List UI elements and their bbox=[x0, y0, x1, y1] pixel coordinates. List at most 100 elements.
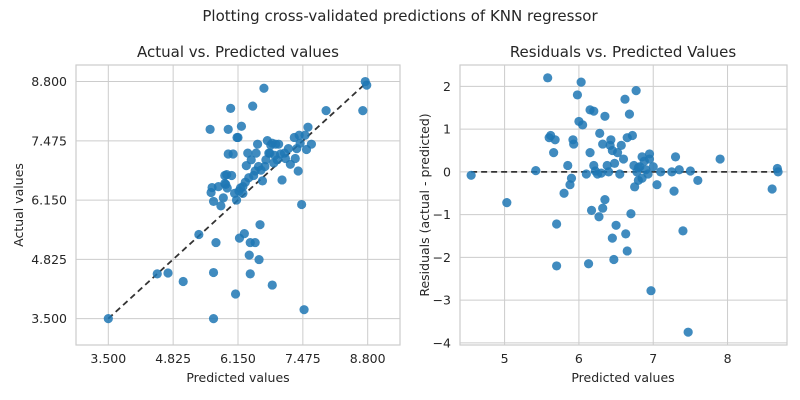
left-data-point bbox=[257, 176, 268, 186]
left-data-point bbox=[208, 267, 219, 278]
left-data-point bbox=[297, 199, 307, 210]
left-y-tick-label: 7.475 bbox=[31, 133, 67, 148]
right-data-point bbox=[600, 195, 610, 205]
left-data-point bbox=[236, 121, 247, 131]
right-data-point bbox=[652, 180, 662, 190]
right-data-point bbox=[621, 229, 631, 239]
right-data-point bbox=[598, 203, 608, 213]
right-chart-title: Residuals vs. Predicted Values bbox=[510, 43, 737, 61]
right-data-point bbox=[678, 226, 688, 236]
right-data-point bbox=[594, 212, 604, 222]
right-data-point bbox=[620, 94, 630, 104]
right-data-point bbox=[685, 166, 695, 176]
figure-suptitle: Plotting cross-validated predictions of … bbox=[202, 7, 598, 25]
right-y-tick-label: 0 bbox=[443, 164, 451, 179]
right-data-point bbox=[612, 148, 623, 158]
right-x-tick-label: 6 bbox=[575, 351, 583, 366]
left-x-tick-label: 6.150 bbox=[220, 351, 256, 366]
right-x-tick-label: 5 bbox=[501, 351, 509, 366]
left-data-point bbox=[303, 122, 313, 132]
left-data-point bbox=[223, 124, 233, 135]
left-data-point bbox=[290, 153, 300, 164]
right-data-point bbox=[609, 158, 620, 168]
left-y-tick-label: 4.825 bbox=[31, 252, 67, 267]
left-x-tick-label: 7.475 bbox=[285, 351, 321, 366]
right-data-point bbox=[622, 246, 632, 256]
left-data-point bbox=[306, 139, 317, 149]
right-data-point bbox=[611, 220, 621, 230]
right-y-tick-label: −2 bbox=[433, 250, 451, 265]
left-data-point bbox=[254, 254, 264, 265]
left-data-point bbox=[283, 144, 294, 154]
left-data-point bbox=[228, 149, 238, 159]
left-data-point bbox=[208, 196, 219, 207]
left-data-point bbox=[260, 161, 270, 172]
right-data-point bbox=[609, 254, 619, 265]
left-data-point bbox=[231, 195, 242, 205]
right-y-axis-label: Residuals (actual - predicted) bbox=[417, 113, 432, 296]
left-data-point bbox=[216, 201, 226, 211]
residuals-vs-predicted-axes: Residuals vs. Predicted Values 5 6 7 8 −4 −3… bbox=[417, 43, 788, 385]
left-data-point bbox=[103, 314, 113, 324]
right-data-point bbox=[624, 109, 635, 119]
right-data-point bbox=[606, 135, 616, 145]
left-chart-title: Actual vs. Predicted values bbox=[137, 43, 339, 61]
right-data-point bbox=[667, 167, 677, 177]
left-data-point bbox=[293, 166, 303, 176]
right-y-tick-label: 1 bbox=[443, 122, 451, 137]
right-data-point bbox=[693, 175, 703, 186]
left-x-axis-label: Predicted values bbox=[186, 370, 289, 385]
left-x-tick-label: 8.800 bbox=[350, 351, 386, 366]
right-data-point bbox=[595, 128, 605, 138]
left-data-point bbox=[222, 183, 232, 193]
right-data-point bbox=[674, 165, 684, 175]
right-data-point bbox=[531, 165, 541, 176]
right-y-tick-label: −1 bbox=[433, 207, 451, 222]
right-data-point bbox=[589, 106, 599, 116]
left-data-point bbox=[208, 314, 219, 324]
right-data-point bbox=[563, 160, 573, 171]
left-y-tick-label: 3.500 bbox=[31, 311, 67, 326]
right-data-point bbox=[549, 148, 559, 158]
right-data-point bbox=[566, 173, 577, 183]
right-data-point bbox=[576, 77, 586, 87]
right-data-point bbox=[670, 152, 681, 162]
right-data-point bbox=[598, 139, 608, 149]
left-data-point bbox=[250, 237, 260, 248]
left-data-point bbox=[226, 103, 236, 113]
left-data-point bbox=[274, 139, 284, 149]
left-data-point bbox=[152, 269, 162, 279]
left-data-point bbox=[248, 101, 258, 111]
right-y-tick-label: −4 bbox=[433, 335, 451, 350]
left-data-point bbox=[244, 250, 254, 260]
left-data-point bbox=[277, 175, 287, 185]
left-data-point bbox=[358, 106, 368, 116]
left-data-point bbox=[205, 124, 215, 135]
right-data-point bbox=[586, 205, 597, 215]
right-data-point bbox=[616, 140, 626, 150]
left-data-point bbox=[239, 229, 249, 239]
right-data-point bbox=[552, 261, 562, 271]
right-data-point bbox=[627, 130, 638, 141]
right-data-point bbox=[656, 167, 666, 177]
right-y-tick-label: −3 bbox=[433, 293, 451, 308]
right-data-point bbox=[604, 167, 614, 177]
left-data-point bbox=[252, 139, 263, 149]
right-data-point bbox=[596, 168, 606, 178]
left-data-point bbox=[299, 305, 309, 315]
actual-vs-predicted-axes: Actual vs. Predicted values 3.500 4.825 6.… bbox=[11, 43, 401, 385]
right-x-tick-label: 7 bbox=[649, 351, 657, 366]
left-data-point bbox=[295, 138, 305, 148]
left-data-point bbox=[163, 268, 173, 278]
left-data-point bbox=[238, 188, 248, 198]
right-data-point bbox=[583, 259, 594, 269]
right-data-point bbox=[569, 139, 579, 149]
right-data-point bbox=[669, 186, 679, 196]
right-data-point bbox=[552, 219, 562, 229]
left-data-point bbox=[300, 130, 310, 140]
left-y-axis-label: Actual values bbox=[11, 163, 26, 247]
right-data-point bbox=[683, 327, 693, 337]
right-data-point bbox=[773, 167, 783, 177]
left-data-point bbox=[230, 289, 241, 299]
